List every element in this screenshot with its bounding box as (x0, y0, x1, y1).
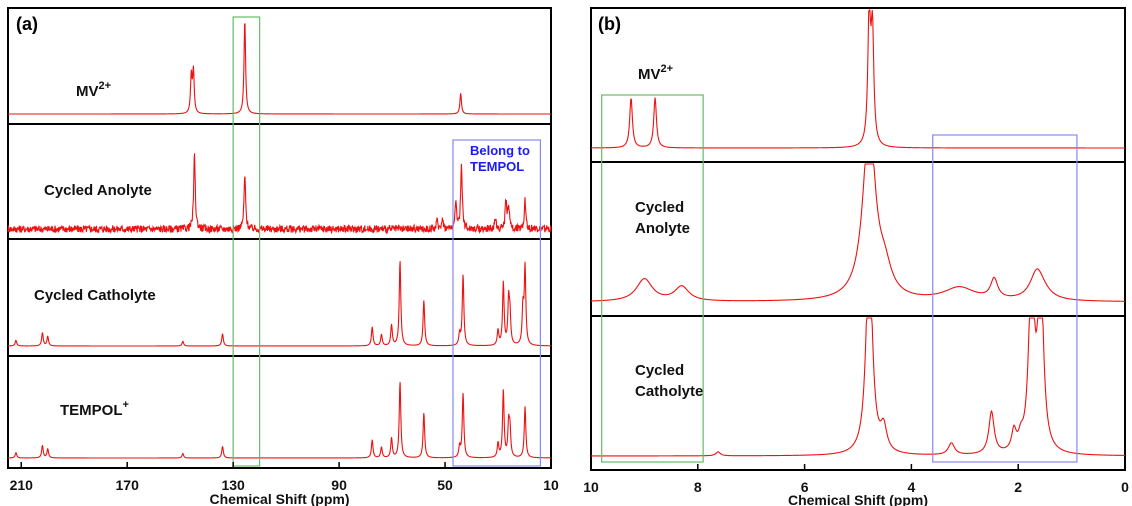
spectrum-line (7, 382, 551, 459)
series-label: Anolyte (635, 220, 690, 237)
x-tick-label: 8 (694, 479, 702, 495)
highlight-box (601, 94, 704, 463)
panel-b: MV2+ Cycled Anolyte Cycled Catholyte 10 8 6 4 2 0 C… (583, 7, 1129, 506)
x-tick-label: 4 (908, 479, 916, 495)
spectrum-line (591, 317, 1126, 457)
spectrum-line (8, 23, 551, 115)
series-label: Cycled (635, 362, 684, 379)
series-label: Cycled Anolyte (44, 182, 152, 199)
x-tick-label: 210 (10, 477, 34, 493)
annotation: TEMPOL (470, 159, 524, 174)
highlight-box (232, 16, 261, 467)
spectrum-line (590, 163, 1126, 302)
panel-label: (a) (16, 14, 38, 34)
spectrum-line (7, 153, 552, 235)
series-label: MV2+ (638, 63, 673, 83)
x-tick-label: 6 (801, 479, 809, 495)
x-axis-label: Chemical Shift (ppm) (209, 491, 349, 506)
x-tick-label: 170 (116, 477, 140, 493)
x-tick-label: 50 (437, 477, 453, 493)
x-tick-label: 0 (1121, 479, 1129, 495)
panel-a: MV2+ Cycled Anolyte Cycled Catholyte TEMPOL… (7, 7, 559, 506)
x-tick-label: 10 (543, 477, 559, 493)
x-tick-label: 10 (583, 479, 599, 495)
x-tick-label: 130 (221, 477, 245, 493)
series-label: TEMPOL+ (60, 399, 129, 419)
x-tick-label: 90 (331, 477, 347, 493)
panel-label: (b) (598, 14, 621, 34)
series-label: MV2+ (76, 80, 111, 100)
series-label: Cycled Catholyte (34, 287, 156, 304)
x-axis-label: Chemical Shift (ppm) (788, 492, 928, 506)
highlight-box (932, 134, 1078, 463)
highlight-box (452, 139, 542, 467)
plot-frame (590, 7, 1126, 471)
x-tick-label: 2 (1014, 479, 1022, 495)
spectrum-line (591, 9, 1125, 149)
annotation: Belong to (470, 143, 530, 158)
series-label: Catholyte (635, 383, 703, 400)
spectrum-line (7, 261, 551, 347)
series-label: Cycled (635, 199, 684, 216)
